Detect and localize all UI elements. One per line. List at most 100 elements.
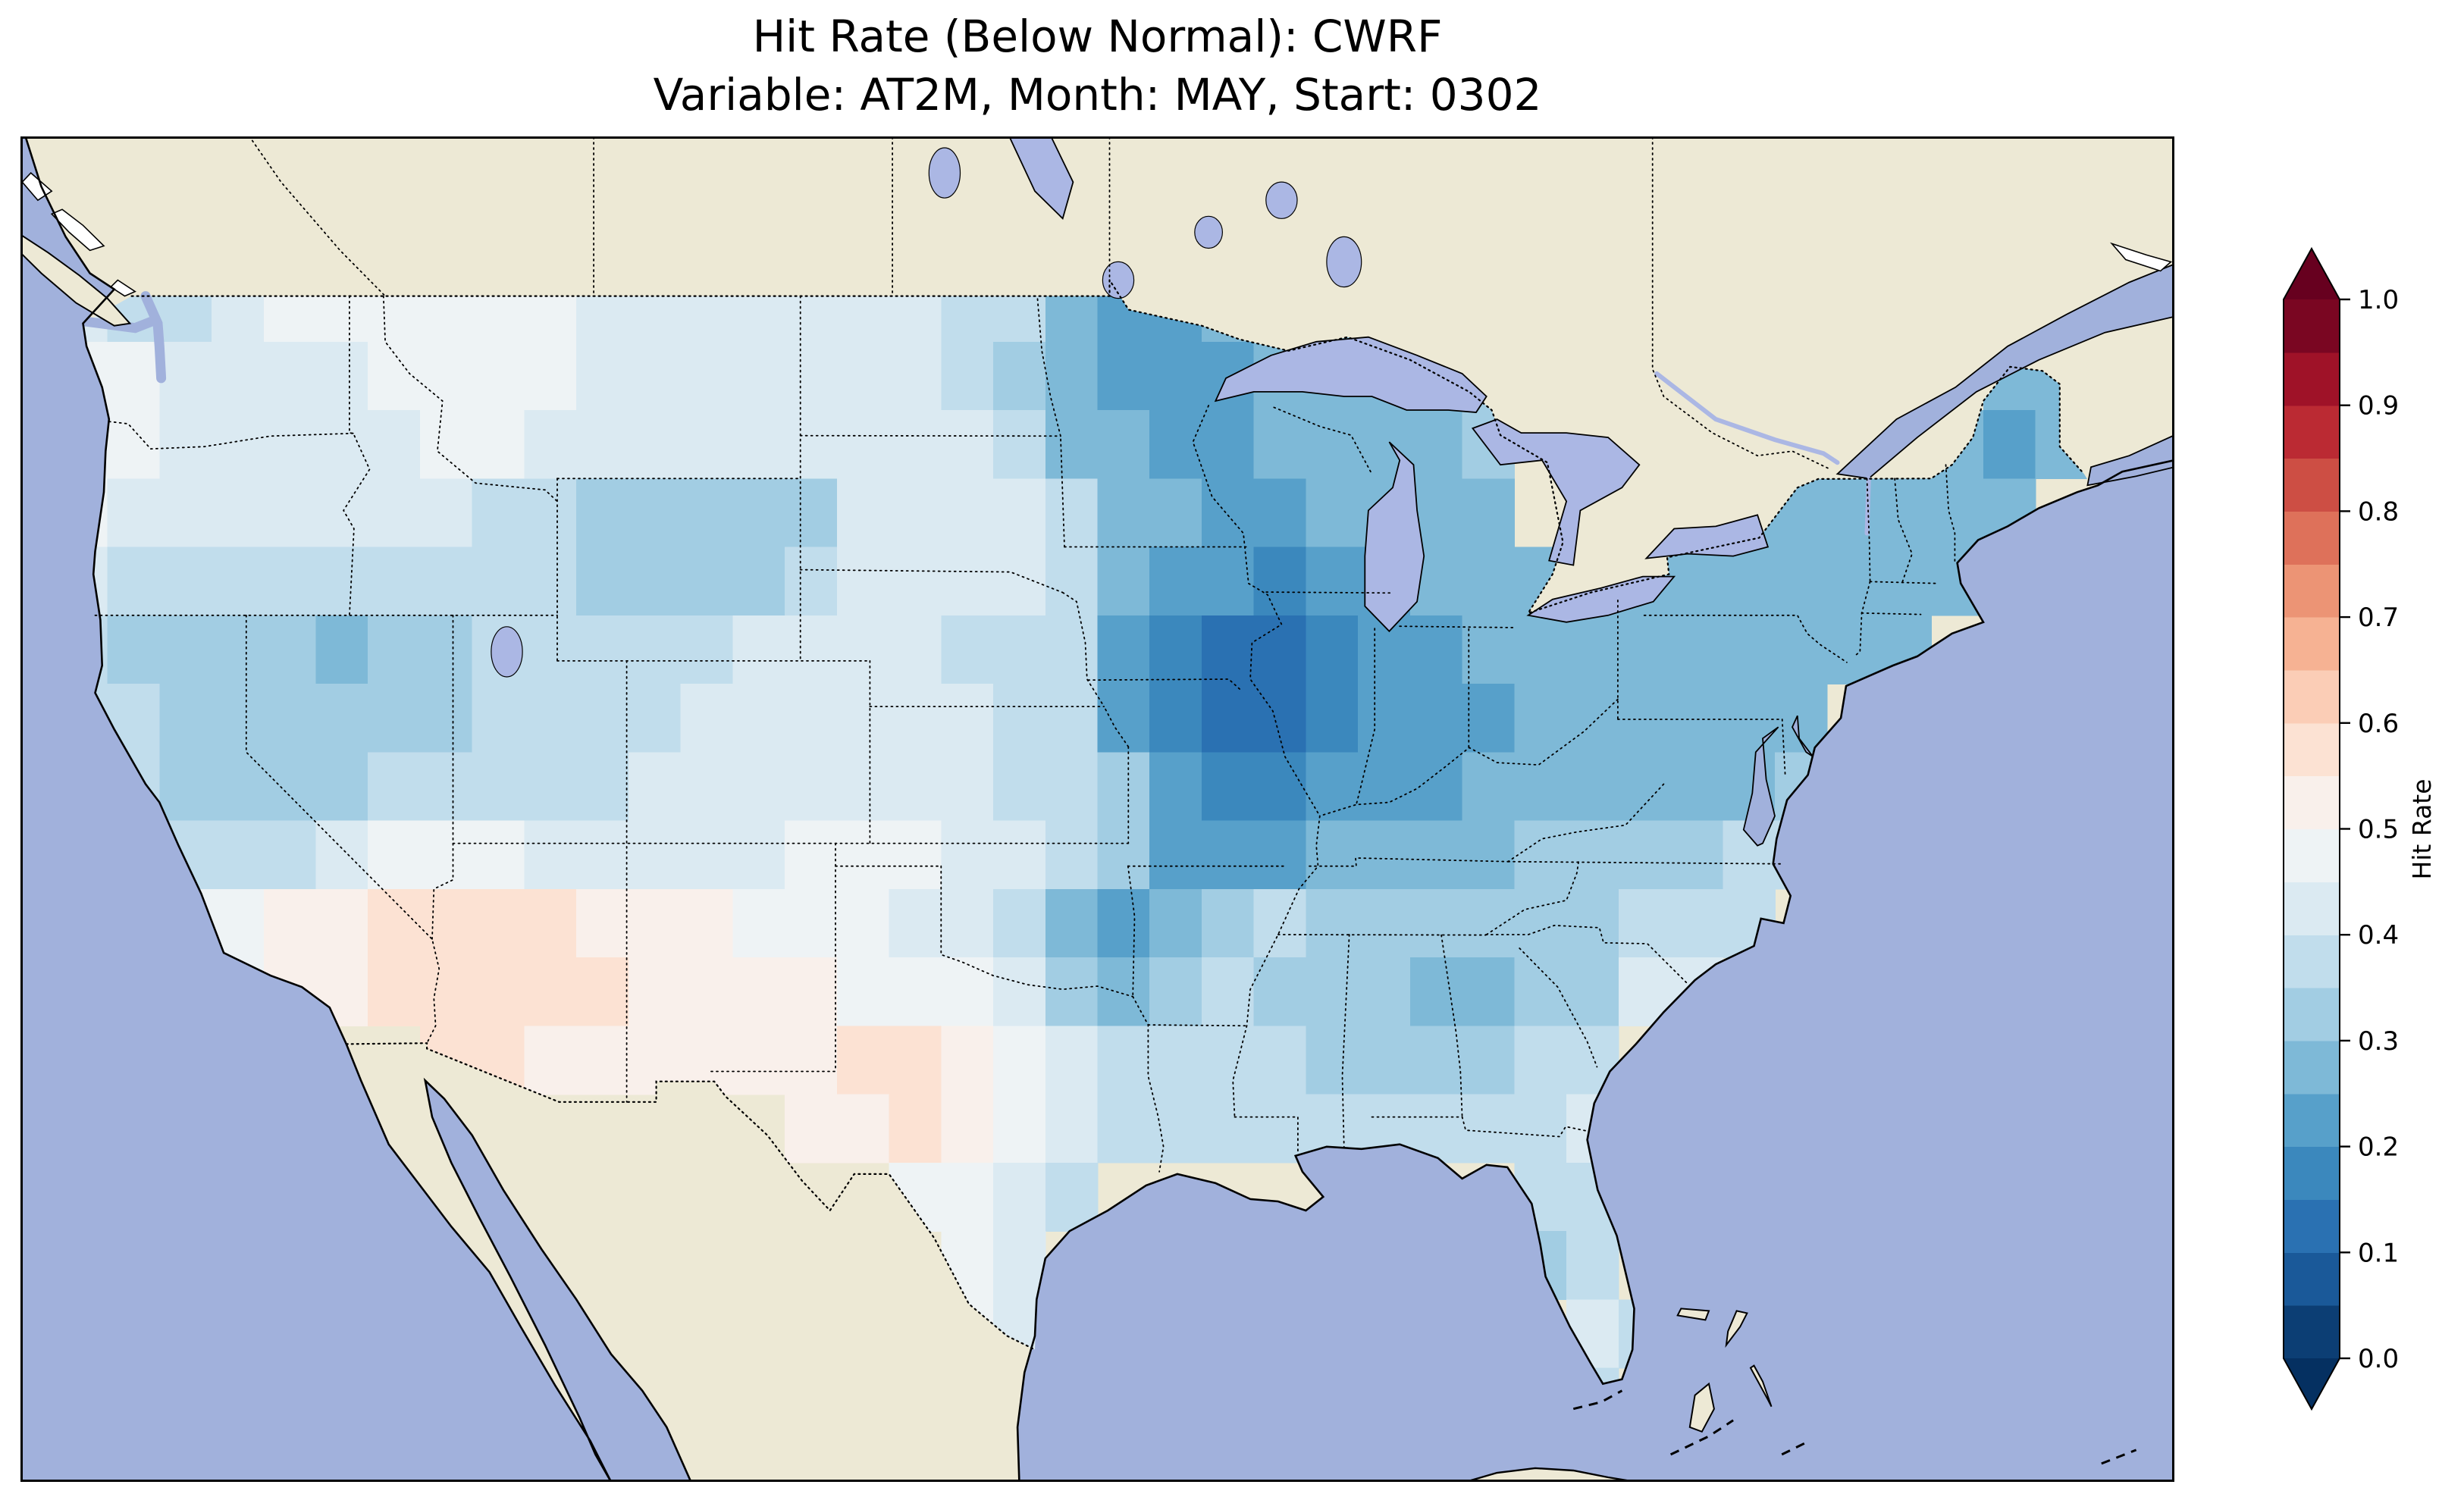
grid-cell [576,820,629,890]
grid-cell [576,410,629,480]
grid-cell [1618,820,1672,890]
grid-cell [1462,547,1516,616]
grid-cell [1670,615,1724,684]
grid-cell [1566,957,1619,1027]
grid-cell [732,684,785,753]
grid-cell [836,478,890,548]
grid-cell [472,957,525,1027]
grid-cell [680,957,734,1027]
grid-cell [1202,888,1255,958]
grid-cell [889,888,942,958]
grid-cell [107,615,161,684]
grid-cell [1045,547,1099,616]
grid-cell [1253,820,1307,890]
grid-cell [1409,1026,1463,1095]
grid-cell [680,615,734,684]
grid-cell [993,1162,1046,1232]
grid-cell [889,752,942,822]
grid-cell [941,684,994,753]
grid-cell [1045,684,1099,753]
grid-cell [1358,957,1411,1027]
grid-cell [836,1026,890,1095]
grid-cell [628,410,682,480]
grid-cell [1409,410,1463,480]
grid-cell [993,478,1046,548]
grid-cell [1045,410,1099,480]
grid-cell [941,1026,994,1095]
grid-cell [1202,820,1255,890]
grid-cell [732,957,785,1027]
grid-cell [1566,752,1619,822]
grid-cell [315,752,368,822]
grid-cell [1514,1094,1567,1164]
grid-cell [1306,547,1359,616]
grid-cell [107,478,161,548]
grid-cell [1358,888,1411,958]
grid-cell [836,820,890,890]
grid-cell [785,684,838,753]
grid-cell [1097,684,1150,753]
grid-cell [315,820,368,890]
grid-cell [212,547,265,616]
grid-cell [315,478,368,548]
grid-cell [263,547,317,616]
grid-cell [941,341,994,411]
grid-cell [1409,888,1463,958]
map-plot [20,130,2176,1483]
grid-cell [732,820,785,890]
grid-cell [1045,820,1099,890]
grid-cell [1723,615,1776,684]
grid-cell [993,615,1046,684]
delaware-bay [1791,715,1814,758]
colorbar-tick-label: 0.6 [2358,709,2399,739]
grid-cell [993,684,1046,753]
grid-cell [315,547,368,616]
grid-cell [785,341,838,411]
grid-cell [836,1094,890,1164]
grid-cell [107,341,161,411]
island-chain-dashes [2101,1449,2137,1465]
grid-cell [576,1026,629,1095]
grid-cell [1566,1231,1619,1301]
grid-cell [1723,684,1776,753]
grid-cell [1670,752,1724,822]
grid-cell [732,410,785,480]
grid-cell [159,684,212,753]
grid-cell [524,684,577,753]
river [1654,371,1840,465]
grid-cell [732,341,785,411]
grid-cell [1618,752,1672,822]
grid-cell [1409,957,1463,1027]
grid-cell [420,888,473,958]
grid-cell [576,615,629,684]
grid-cell [1306,684,1359,753]
grid-cell [1149,957,1202,1027]
grid-cell [368,615,421,684]
grid-cell [263,615,317,684]
grid-cell [420,752,473,822]
grid-cell [1670,684,1724,753]
bahamas-island [1749,1364,1773,1408]
colorbar-band [2284,405,2340,459]
grid-cell [576,957,629,1027]
grid-cell [107,547,161,616]
grid-cell [993,888,1046,958]
grid-cell [368,478,421,548]
grid-cell [889,684,942,753]
grid-cell [1253,684,1307,753]
grid-cell [1097,752,1150,822]
grid-cell [524,888,577,958]
grid-cell [836,888,890,958]
grid-cell [420,478,473,548]
grid-cell [420,410,473,480]
grid-cell [1514,752,1567,822]
grid-cell [785,820,838,890]
grid-cell [1514,957,1567,1027]
grid-cell [680,410,734,480]
grid-cell [1670,820,1724,890]
grid-cell [1149,820,1202,890]
grid-cell [889,547,942,616]
grid-cell [1462,478,1516,548]
grid-cell [472,820,525,890]
